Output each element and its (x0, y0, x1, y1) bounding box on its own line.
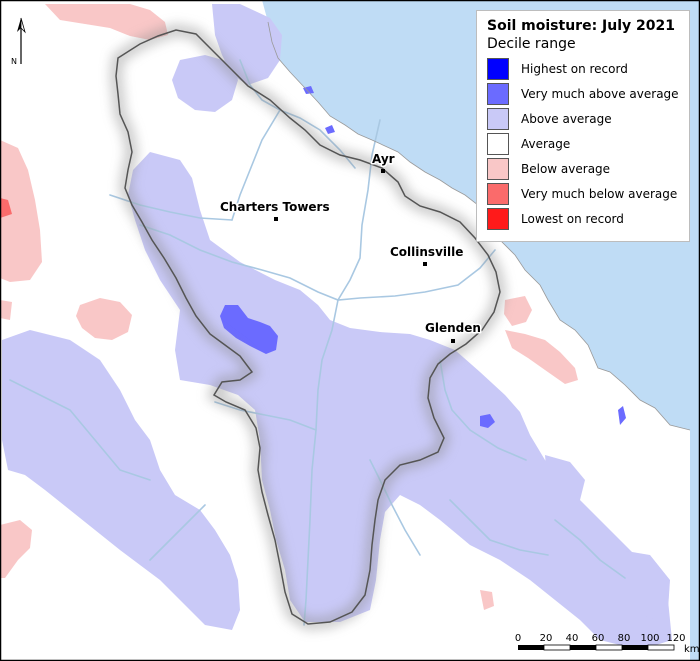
scale-segment (647, 644, 675, 651)
legend-item-lowest: Lowest on record (487, 206, 681, 231)
legend-item-below: Below average (487, 156, 681, 181)
scale-tick-label: 20 (540, 633, 553, 644)
legend-subtitle: Decile range (487, 36, 576, 52)
charters-towers-marker (274, 217, 278, 221)
collinsville-marker (423, 262, 427, 266)
legend-item-very-much-below: Very much below average (487, 181, 681, 206)
legend-label: Highest on record (521, 61, 628, 76)
scale-segment (570, 645, 596, 650)
legend-swatch (487, 107, 509, 130)
scale-tick-label: 120 (666, 633, 685, 644)
legend-label: Very much above average (521, 86, 679, 101)
scale-segment (622, 645, 648, 650)
legend: Soil moisture: July 2021 Decile range Hi… (476, 10, 690, 242)
place-label-collinsville: Collinsville (390, 245, 463, 259)
scale-tick-label: 100 (640, 633, 659, 644)
legend-title: Soil moisture: July 2021 (487, 18, 675, 34)
place-label-charters-towers: Charters Towers (220, 200, 330, 214)
coastline (267, 21, 691, 431)
very-much-above-average-areas (220, 86, 626, 428)
legend-swatch (487, 182, 509, 205)
legend-swatch (487, 132, 509, 155)
legend-swatch (487, 82, 509, 105)
scale-segment (543, 644, 571, 651)
legend-swatch (487, 57, 509, 80)
legend-item-highest: Highest on record (487, 56, 681, 81)
scale-tick-label: 40 (566, 633, 579, 644)
scale-tick-label: 60 (592, 633, 605, 644)
legend-swatch (487, 207, 509, 230)
scale-segment (595, 644, 623, 651)
legend-label: Very much below average (521, 186, 678, 201)
legend-label: Average (521, 136, 571, 151)
scale-segment (518, 645, 544, 650)
glenden-marker (451, 339, 455, 343)
legend-label: Below average (521, 161, 611, 176)
legend-item-average: Average (487, 131, 681, 156)
legend-item-very-much-above: Very much above average (487, 81, 681, 106)
legend-label: Above average (521, 111, 612, 126)
catchment-boundary (115, 29, 501, 625)
scale-bar: 0 20 40 60 80 100 120 km (515, 633, 700, 655)
below-average-areas (0, 4, 578, 610)
place-label-ayr: Ayr (372, 152, 395, 166)
legend-item-above: Above average (487, 106, 681, 131)
very-much-below-average-areas (0, 198, 12, 218)
scale-tick-label: 80 (618, 633, 631, 644)
north-label: N (11, 57, 17, 66)
legend-swatch (487, 157, 509, 180)
north-arrow-head-icon (17, 18, 21, 32)
place-markers (274, 169, 455, 343)
scale-unit: km (684, 644, 700, 655)
scale-tick-label: 0 (515, 633, 521, 644)
north-arrow: N (11, 17, 26, 66)
ayr-marker (381, 169, 385, 173)
north-arrow-head-outline (20, 17, 26, 34)
legend-label: Lowest on record (521, 211, 624, 226)
place-label-glenden: Glenden (425, 321, 481, 335)
